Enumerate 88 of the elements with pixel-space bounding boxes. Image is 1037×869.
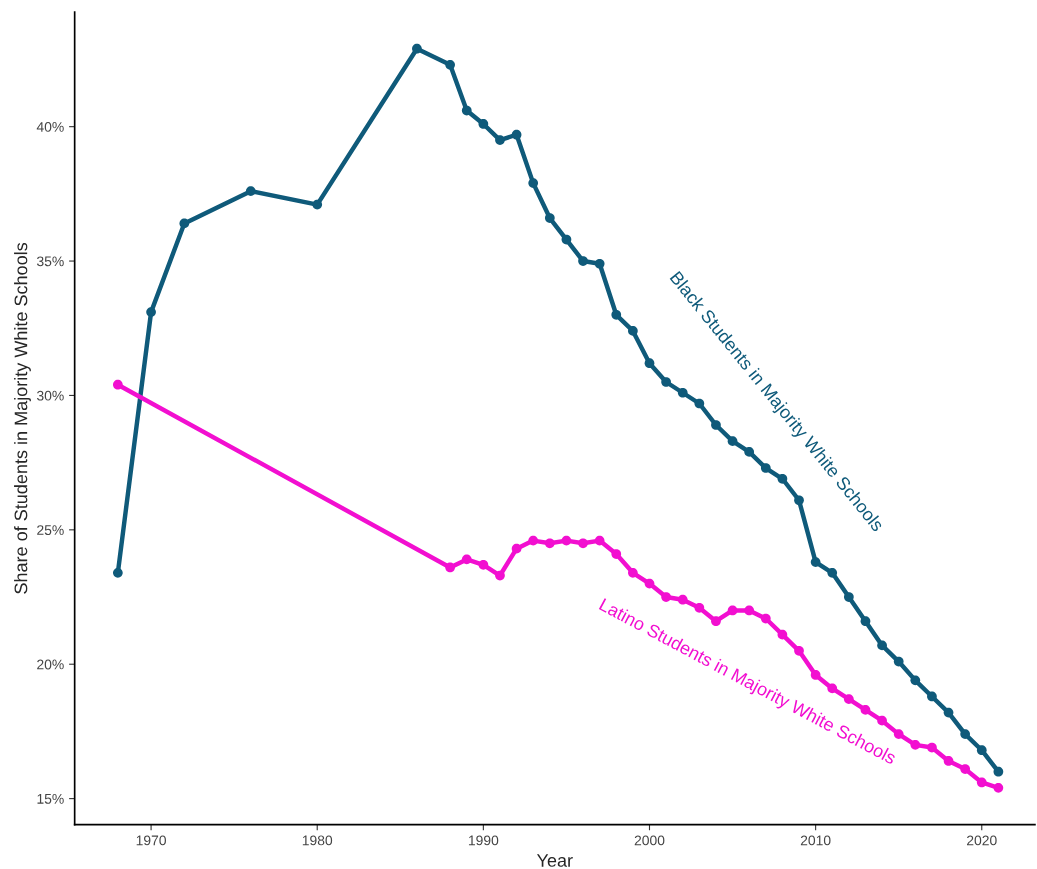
point bbox=[528, 178, 539, 188]
point bbox=[445, 59, 455, 70]
x-tick-label: 2020 bbox=[967, 835, 997, 846]
point bbox=[993, 766, 1004, 777]
point bbox=[843, 694, 854, 705]
point bbox=[744, 447, 755, 457]
point bbox=[578, 538, 588, 549]
y-tick-label: 15% bbox=[37, 794, 64, 804]
point bbox=[727, 605, 738, 616]
point bbox=[927, 742, 937, 753]
x-tick-label: 2000 bbox=[634, 835, 665, 846]
point bbox=[611, 549, 622, 559]
x-tick-label: 1980 bbox=[302, 835, 333, 846]
y-tick-label: 35% bbox=[36, 256, 64, 267]
point bbox=[578, 256, 588, 266]
point bbox=[113, 379, 123, 390]
point bbox=[478, 559, 489, 570]
point bbox=[644, 578, 655, 589]
point bbox=[495, 135, 505, 145]
point bbox=[594, 535, 605, 546]
point bbox=[976, 777, 987, 788]
point bbox=[511, 543, 522, 554]
point bbox=[877, 640, 887, 651]
point bbox=[777, 473, 788, 484]
point bbox=[677, 594, 688, 605]
point bbox=[760, 463, 771, 473]
point bbox=[661, 592, 671, 602]
point bbox=[461, 105, 472, 116]
point bbox=[561, 234, 572, 245]
point bbox=[960, 729, 971, 739]
point bbox=[877, 715, 887, 726]
x-tick-label: 1970 bbox=[136, 835, 166, 846]
y-axis-title: Share of Students in Majority White Schools bbox=[14, 242, 31, 594]
point bbox=[943, 756, 954, 766]
point bbox=[827, 567, 838, 578]
point bbox=[727, 436, 738, 446]
point bbox=[146, 307, 156, 317]
point bbox=[843, 592, 854, 602]
point bbox=[910, 675, 921, 686]
y-tick-label: 20% bbox=[37, 659, 64, 670]
point bbox=[478, 119, 489, 129]
y-tick-label: 40% bbox=[36, 122, 64, 132]
y-tick-label: 25% bbox=[37, 525, 64, 535]
point bbox=[245, 186, 256, 197]
x-tick-label: 1990 bbox=[468, 835, 499, 846]
point bbox=[561, 535, 572, 546]
point bbox=[993, 783, 1004, 793]
point bbox=[711, 420, 721, 430]
point bbox=[943, 707, 954, 718]
point bbox=[694, 398, 705, 409]
point bbox=[794, 645, 804, 656]
point bbox=[179, 218, 190, 229]
point bbox=[960, 764, 971, 774]
point bbox=[810, 557, 821, 567]
point bbox=[976, 745, 987, 756]
point bbox=[893, 656, 904, 667]
point bbox=[860, 616, 871, 627]
point bbox=[661, 377, 671, 387]
point bbox=[827, 683, 838, 694]
point bbox=[694, 602, 705, 613]
point bbox=[777, 629, 788, 640]
point bbox=[677, 387, 688, 398]
point bbox=[711, 616, 721, 627]
point bbox=[744, 605, 755, 616]
point bbox=[927, 691, 937, 702]
point bbox=[794, 495, 804, 506]
point bbox=[644, 358, 655, 369]
point bbox=[594, 258, 605, 269]
x-axis-title: Year bbox=[536, 854, 573, 867]
point bbox=[544, 213, 555, 223]
point bbox=[544, 538, 555, 549]
point bbox=[910, 739, 921, 750]
point bbox=[312, 199, 323, 210]
point bbox=[611, 309, 622, 320]
point bbox=[628, 567, 638, 578]
point bbox=[628, 326, 638, 336]
point bbox=[810, 670, 821, 680]
y-tick-label: 30% bbox=[36, 390, 64, 401]
point bbox=[445, 562, 455, 573]
point bbox=[113, 567, 123, 578]
point bbox=[511, 129, 522, 140]
point bbox=[528, 535, 539, 546]
point bbox=[760, 613, 771, 624]
point bbox=[495, 570, 505, 581]
point bbox=[412, 43, 422, 54]
point bbox=[860, 705, 871, 715]
x-tick-label: 2010 bbox=[800, 835, 831, 846]
point bbox=[461, 554, 472, 565]
